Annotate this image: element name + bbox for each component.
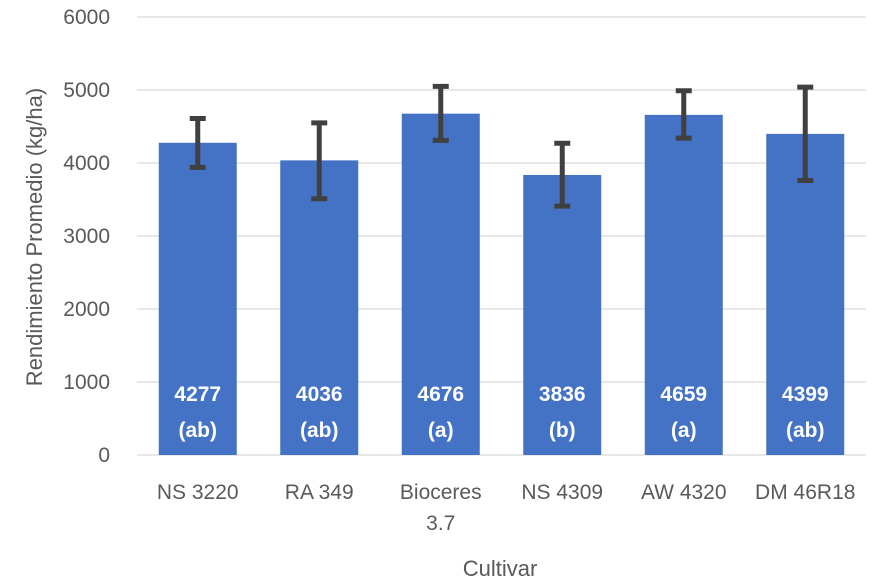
y-tick-label: 1000: [63, 371, 110, 394]
bar: [280, 160, 359, 455]
data-label-group: (ab): [786, 419, 825, 442]
bar: [158, 142, 237, 456]
data-label-value: 4659: [660, 383, 707, 406]
bar: [523, 174, 602, 456]
gridlines: [137, 16, 866, 456]
x-axis-title: Cultivar: [463, 556, 538, 581]
data-label-value: 4676: [417, 383, 464, 406]
x-tick-label: NS 3220: [157, 481, 239, 504]
data-label-group: (a): [428, 419, 454, 442]
data-label-group: (ab): [300, 419, 339, 442]
data-label-group: (ab): [179, 419, 218, 442]
data-label-value: 4036: [296, 383, 343, 406]
bar: [401, 113, 480, 455]
data-label-value: 3836: [539, 383, 586, 406]
error-bars: [189, 83, 814, 209]
bar: [766, 133, 845, 456]
y-axis-ticks: 0 1000 2000 3000 4000 5000 6000: [63, 6, 110, 467]
y-tick-label: 2000: [63, 298, 110, 321]
bar: [644, 114, 723, 455]
x-tick-label: AW 4320: [641, 481, 727, 504]
bars: [158, 113, 845, 456]
data-label-value: 4277: [174, 383, 221, 406]
y-tick-label: 0: [98, 444, 110, 467]
data-label-group: (a): [671, 419, 697, 442]
y-tick-label: 4000: [63, 152, 110, 175]
y-axis-title: Rendimiento Promedio (kg/ha): [22, 88, 47, 386]
y-tick-label: 3000: [63, 225, 110, 248]
x-axis-ticks: NS 3220 RA 349 Bioceres 3.7 NS 4309 AW 4320 DM…: [157, 481, 856, 535]
x-tick-label: 3.7: [426, 512, 455, 535]
data-label-group: (b): [549, 419, 576, 442]
x-tick-label: DM 46R18: [755, 481, 855, 504]
data-labels: 4277 (ab) 4036 (ab) 4676 (a) 3836 (b) 4659 (a) 439…: [174, 383, 828, 442]
y-tick-label: 6000: [63, 6, 110, 29]
data-label-value: 4399: [782, 383, 829, 406]
x-tick-label: Bioceres: [400, 481, 482, 504]
x-tick-label: RA 349: [285, 481, 354, 504]
y-tick-label: 5000: [63, 79, 110, 102]
x-tick-label: NS 4309: [521, 481, 603, 504]
